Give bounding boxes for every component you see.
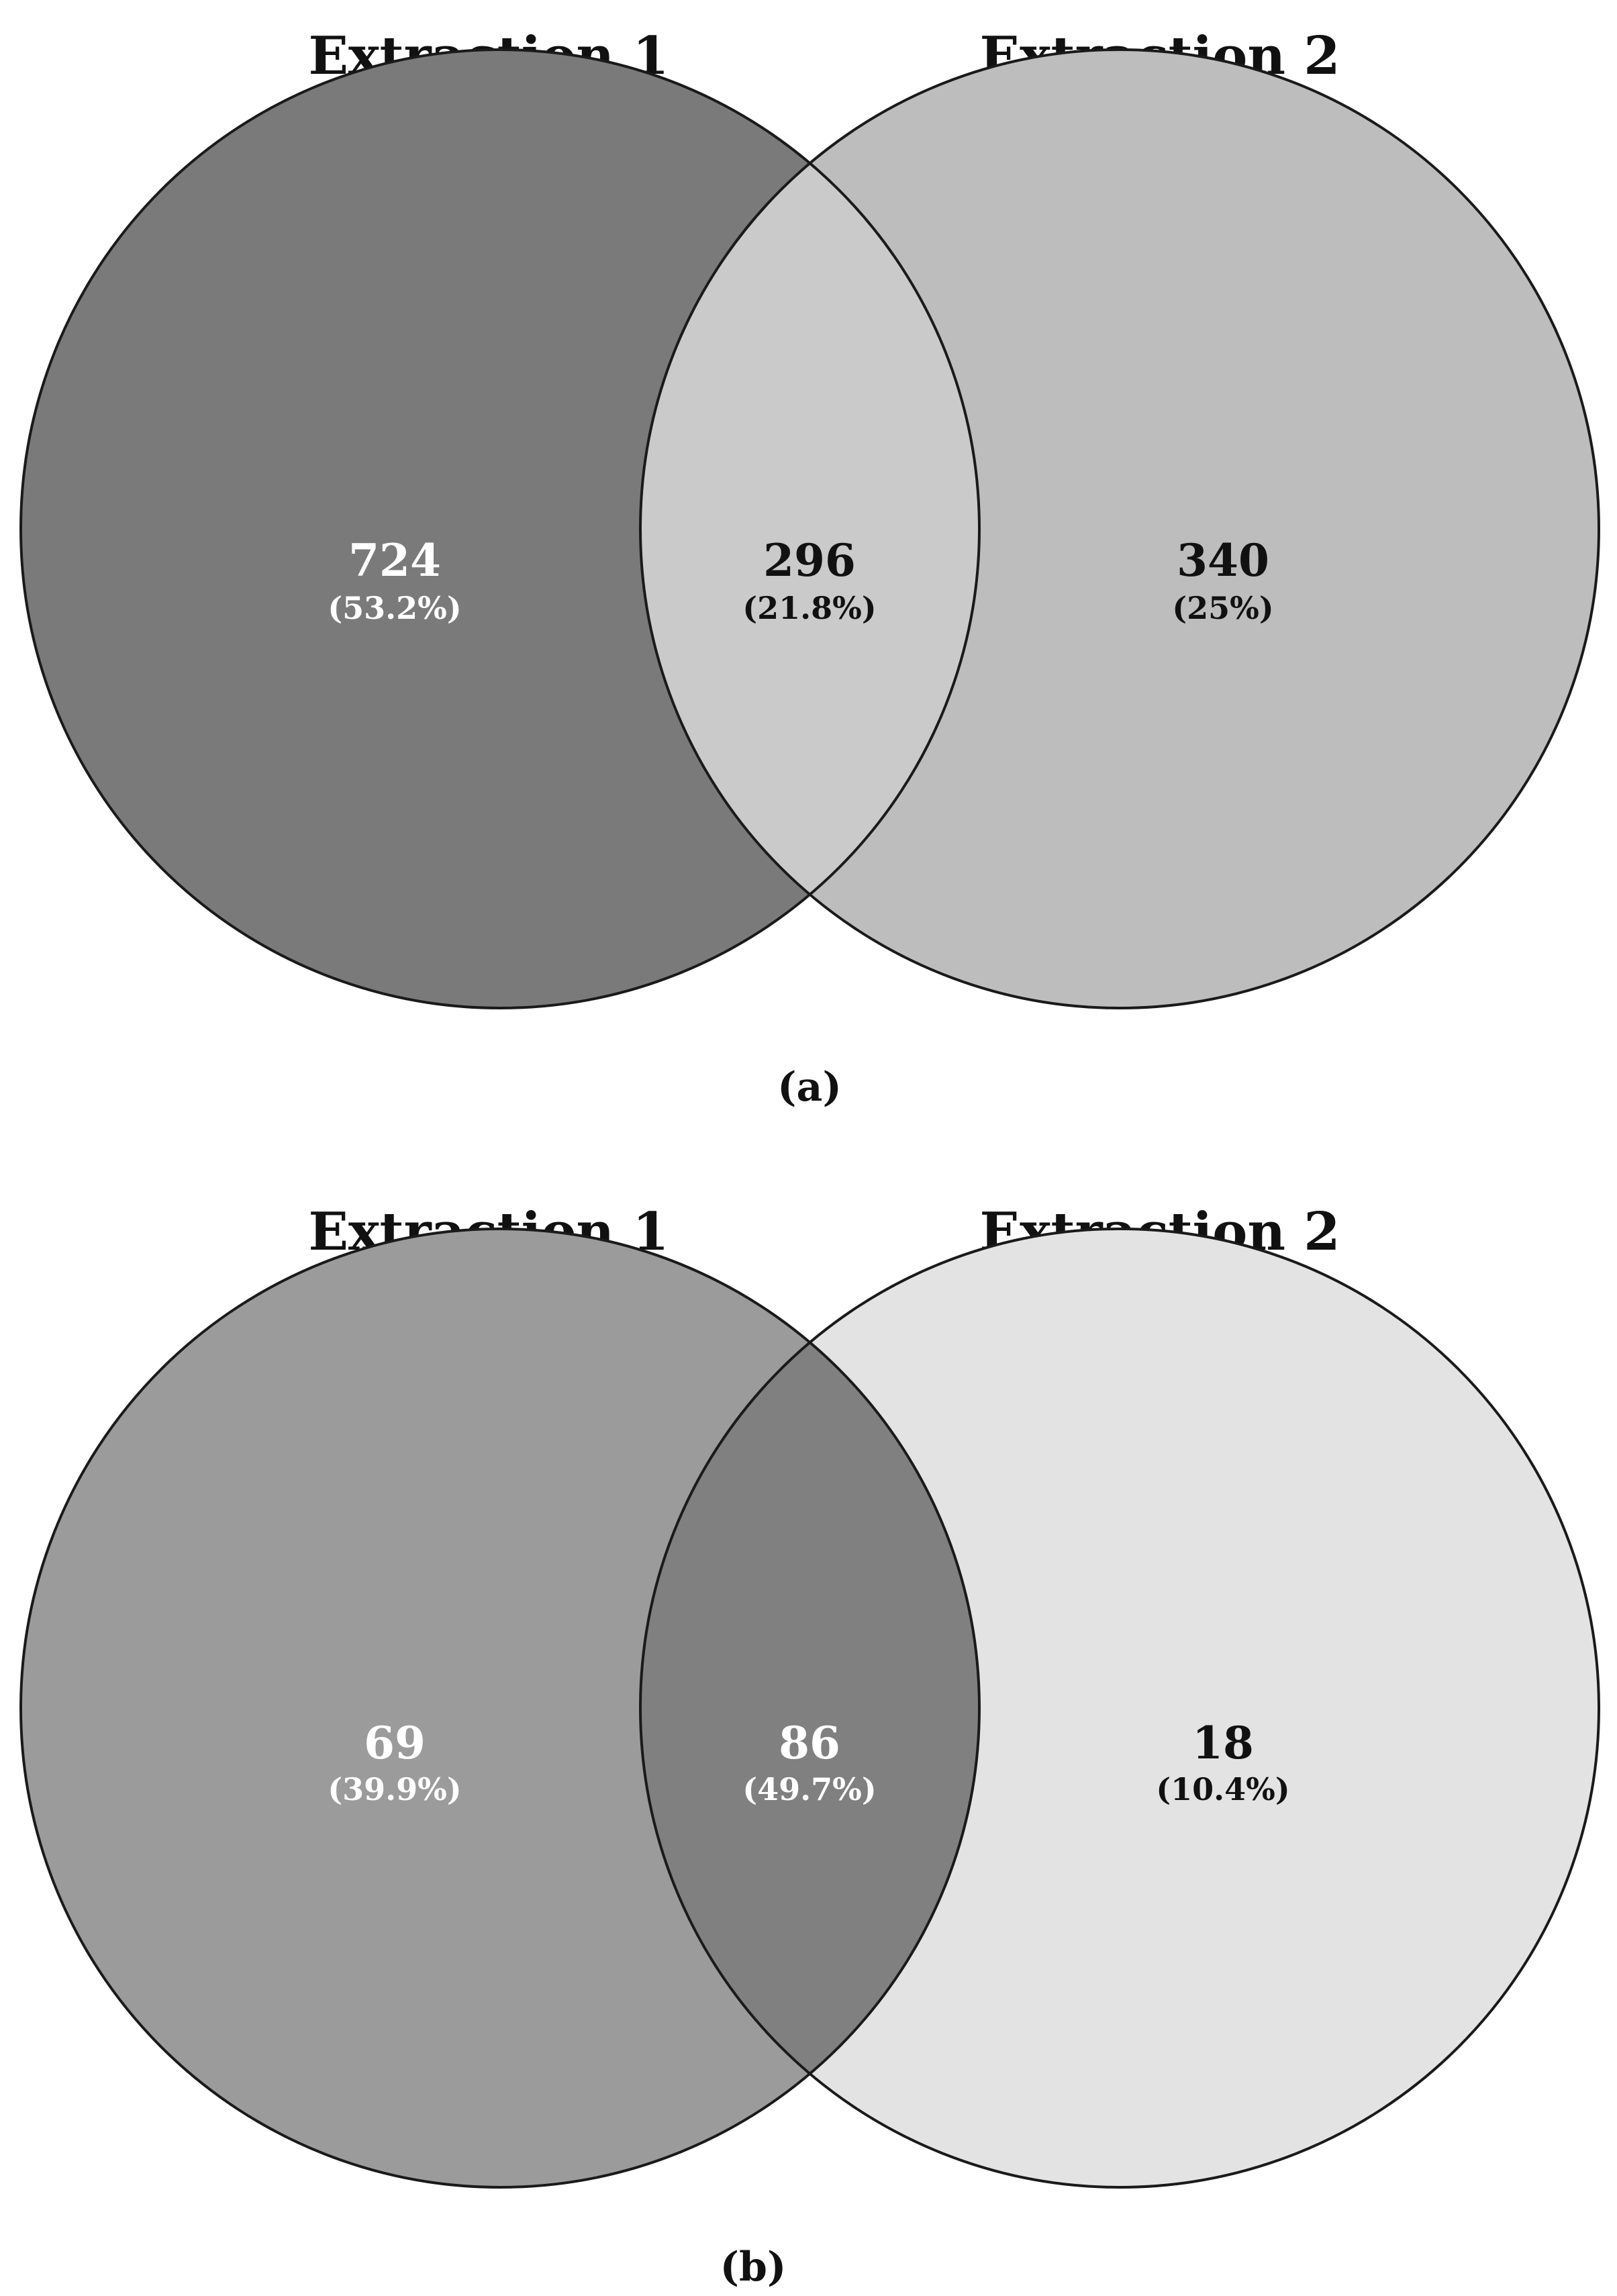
only-a-percent: (39.9%) [328,1771,461,1807]
overlap-count: 86 [779,1717,840,1769]
set-a-outline [19,48,981,1009]
panel-label-b: (b) [720,2244,787,2291]
overlap-region [640,1229,979,2187]
only-b-count: 340 [1177,534,1269,587]
only-a-percent: (53.2%) [328,590,461,626]
only-b-percent: (10.4%) [1156,1771,1289,1807]
overlap-region [640,50,979,1008]
venn-panel-b: Extraction 1 Extraction 2 69 (39.9%) 86 … [19,1201,1600,2291]
set-a-outline [19,1228,981,2189]
only-a-count: 69 [364,1717,426,1769]
overlap-percent: (21.8%) [742,590,876,626]
panel-label-a: (a) [777,1064,842,1111]
set-b-outline [639,48,1600,1009]
only-b-percent: (25%) [1172,590,1273,626]
only-b-count: 18 [1192,1717,1254,1769]
only-a-count: 724 [348,534,441,587]
overlap-percent: (49.7%) [742,1771,876,1807]
overlap-count: 296 [763,534,856,587]
venn-panel-a: Extraction 1 Extraction 2 724 (53.2%) 29… [19,26,1600,1111]
set-b-outline [639,1228,1600,2189]
